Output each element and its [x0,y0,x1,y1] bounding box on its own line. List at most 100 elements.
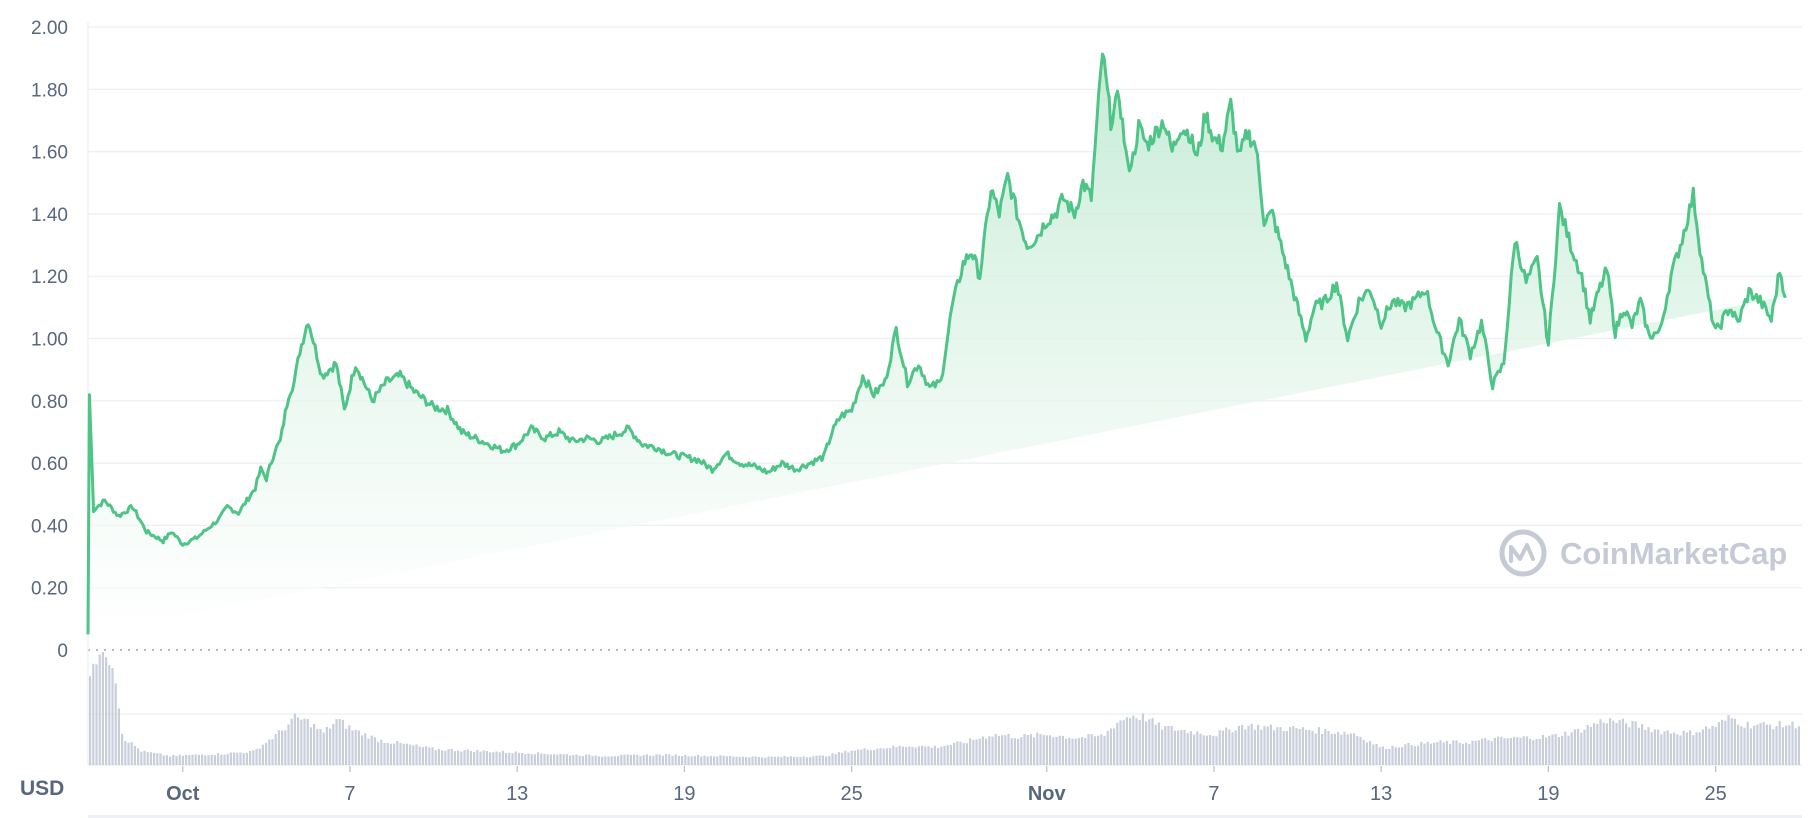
volume-bar [1180,729,1183,765]
price-line [86,52,1787,635]
volume-bar [937,748,940,765]
volume-bar [306,719,309,765]
volume-bar [841,752,844,765]
volume-bar [1122,720,1125,765]
volume-bar [469,750,472,765]
y-tick-label: 0.60 [31,454,68,475]
volume-bar [210,754,213,765]
volume-bar [450,748,453,765]
volume-bar [434,750,437,765]
volume-bar [1516,737,1519,765]
volume-bar [1116,722,1119,765]
volume-bar [1353,733,1356,765]
volume-bar [357,730,360,765]
volume-bar [588,754,591,765]
volume-bar [1113,728,1116,765]
y-tick-label: 0 [57,641,68,662]
volume-bar [834,754,837,765]
volume-bar [172,754,175,765]
volume-bar [204,755,207,765]
volume-bar [882,748,885,765]
volume-bar [1321,734,1324,765]
volume-bar [1461,743,1464,765]
volume-bar [949,745,952,765]
volume-bar [1397,747,1400,765]
volume-bar [892,745,895,765]
x-tick-label: 13 [1370,783,1392,805]
watermark: CoinMarketCap [1499,529,1787,577]
volume-bar [1065,738,1068,765]
volume-bar [981,736,984,765]
volume-bar [1237,726,1240,765]
volume-bar [745,757,748,765]
volume-bar [1442,742,1445,765]
volume-bar [815,755,818,765]
volume-bar [793,756,796,765]
volume-bar [1212,735,1215,765]
volume-bar [1465,742,1468,765]
volume-bar [716,756,719,765]
volume-bar [1663,731,1666,765]
volume-bar [828,756,831,765]
volume-bar [1570,732,1573,765]
volume-bar [661,755,664,765]
volume-bar [658,754,661,765]
volume-bar [1269,724,1272,765]
volume-bar [124,741,127,765]
volume-bar [873,750,876,765]
volume-bar [169,756,172,765]
volume-bar [620,754,623,765]
volume-bar [1241,725,1244,765]
volume-bar [530,754,533,765]
volume-bar [399,743,402,765]
volume-bar [1391,746,1394,765]
volume-bar [1413,746,1416,765]
volume-bar [940,746,943,765]
volume-bar [677,755,680,765]
volume-bar [1474,740,1477,765]
volume-bar [722,755,725,765]
volume-bar [1605,723,1608,765]
volume-bar [1708,728,1711,765]
volume-bar [1417,745,1420,765]
volume-bar [1228,729,1231,765]
volume-bar [1564,731,1567,765]
volume-bar [572,755,575,765]
volume-bar [201,754,204,765]
volume-bar [1487,740,1490,765]
volume-bar [930,747,933,765]
volume-bar [751,756,754,765]
volume-bar [578,755,581,765]
volume-bar [1388,748,1391,765]
volume-bar [549,754,552,765]
volume-bar [1692,735,1695,765]
volume-bar [1401,747,1404,765]
volume-bar [783,756,786,765]
volume-bar [345,728,348,765]
volume-bar [1244,729,1247,765]
volume-bar [1215,736,1218,765]
volume-bar [1449,743,1452,765]
volume-bar [1343,731,1346,765]
volume-bar [1106,730,1109,765]
volume-bar [1058,735,1061,765]
volume-bar [140,751,143,765]
volume-bar [1167,726,1170,765]
volume-bar [1231,732,1234,765]
volume-bar [1541,734,1544,765]
volume-bar [1193,734,1196,765]
volume-bar [341,720,344,765]
volume-bar [527,753,530,765]
volume-bar [837,752,840,765]
volume-bar [1010,738,1013,765]
volume-bar [1676,734,1679,765]
volume-bar [1433,742,1436,765]
volume-bar [1573,729,1576,765]
volume-bar [1337,732,1340,765]
volume-bar [1772,729,1775,765]
volume-bar [185,754,188,765]
volume-bar [591,756,594,765]
volume-bar [261,744,264,765]
volume-bars [89,652,1800,765]
